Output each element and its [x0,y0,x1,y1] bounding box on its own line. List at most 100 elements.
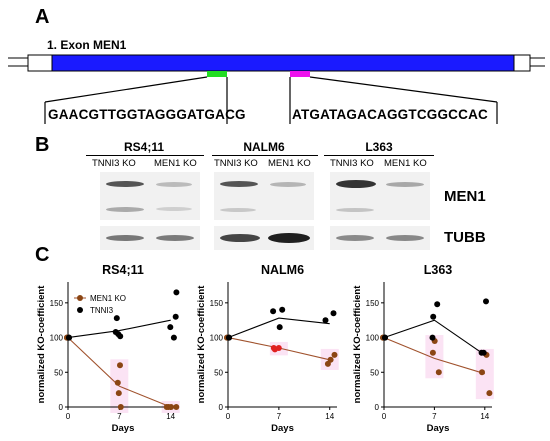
data-point [435,369,442,376]
band [106,235,144,241]
data-point [430,313,437,320]
data-point [483,298,489,305]
data-point [117,333,124,340]
data-point [330,310,337,317]
x-axis-label: Days [271,423,294,434]
legend-label-men1: MEN1 KO [90,294,126,303]
data-point [117,404,124,410]
y-axis-label: normalized KO-coefficient [352,285,363,404]
band [156,207,192,211]
guide-sequence-right: ATGATAGACAGGTCGGCCAC [292,107,488,122]
data-point [382,334,388,341]
band [106,207,144,212]
band [106,181,144,187]
data-point [112,329,119,335]
lane-label: MEN1 KO [268,158,311,169]
cell-line-title-l363: L363 [365,140,393,154]
x-tick-label: 14 [325,412,334,421]
trend-line [227,317,330,339]
band [336,208,374,212]
data-point [327,356,334,363]
trend-line [383,337,485,375]
blot-men1-rs411 [100,172,200,220]
chart-title: RS4;11 [102,263,144,277]
lane-label: MEN1 KO [154,158,197,169]
y-tick-label: 0 [375,403,380,412]
y-tick-label: 0 [219,403,224,412]
data-point [167,324,174,331]
y-tick-label: 100 [210,334,224,343]
band [220,181,258,187]
band [156,182,192,187]
guide-sequence-left: GAACGTTGGTAGGGATGACG [48,107,246,122]
x-tick-label: 0 [226,412,231,421]
y-tick-label: 50 [370,368,379,377]
lane-label: MEN1 KO [384,158,427,169]
y-tick-label: 50 [214,368,223,377]
guide-right-marker [290,71,310,77]
cell-line-title-rs411: RS4;11 [123,140,165,154]
band [386,182,424,187]
data-point [172,313,179,320]
highlight-patch [425,335,444,379]
x-axis-label: Days [427,423,450,434]
data-point [331,351,338,358]
data-point [322,317,329,324]
blot-tubb-rs411 [100,226,200,250]
guide-left-marker [207,71,227,77]
blot-tubb-nalm6 [214,226,314,250]
data-point [115,390,122,397]
data-point [66,334,72,341]
x-tick-label: 0 [66,412,71,421]
band [386,235,424,241]
cell-line-title-nalm6: NALM6 [243,140,285,154]
band [220,234,260,242]
x-tick-label: 7 [117,412,122,421]
data-point [113,315,120,322]
y-tick-label: 100 [50,334,64,343]
chart-title: L363 [424,263,453,277]
chart-title: NALM6 [261,263,304,277]
y-axis-label: normalized KO-coefficient [36,285,47,404]
cell-line-divider [212,155,318,156]
lane-label: TNNI3 KO [214,158,258,169]
guide-left-connector-a [44,76,208,103]
trend-line [67,337,171,408]
data-point [276,324,283,331]
band [270,182,306,187]
data-point [270,308,277,315]
data-point [429,334,436,341]
data-point [170,334,177,341]
blot-men1-nalm6 [214,172,314,220]
lane-label: TNNI3 KO [330,158,374,169]
x-axis-label: Days [112,423,135,434]
y-axis-label: normalized KO-coefficient [196,285,207,404]
legend-label-tnni3: TNNI3 [90,306,114,315]
x-tick-label: 0 [382,412,387,421]
y-tick-label: 150 [210,299,224,308]
band [336,235,374,241]
blot-men1-l363 [330,172,430,220]
cell-line-divider [86,155,204,156]
band [220,208,256,212]
data-point [114,379,121,386]
exon-diagram [8,54,545,124]
x-tick-label: 7 [277,412,282,421]
x-tick-label: 14 [480,412,489,421]
y-tick-label: 150 [50,299,64,308]
guide-right-connector-b [309,76,498,103]
trend-line [383,319,486,356]
data-point [480,349,487,356]
y-tick-label: 150 [366,299,380,308]
blot-label-men1: MEN1 [444,188,486,205]
data-point [434,301,441,308]
y-tick-label: 50 [54,368,63,377]
data-point [173,289,180,296]
panel-b-letter: B [35,134,50,156]
data-point [226,334,232,341]
utr-box-right [513,54,531,72]
data-point [479,369,485,376]
legend-marker-men1 [77,295,83,301]
lane-label: TNNI3 KO [92,158,136,169]
